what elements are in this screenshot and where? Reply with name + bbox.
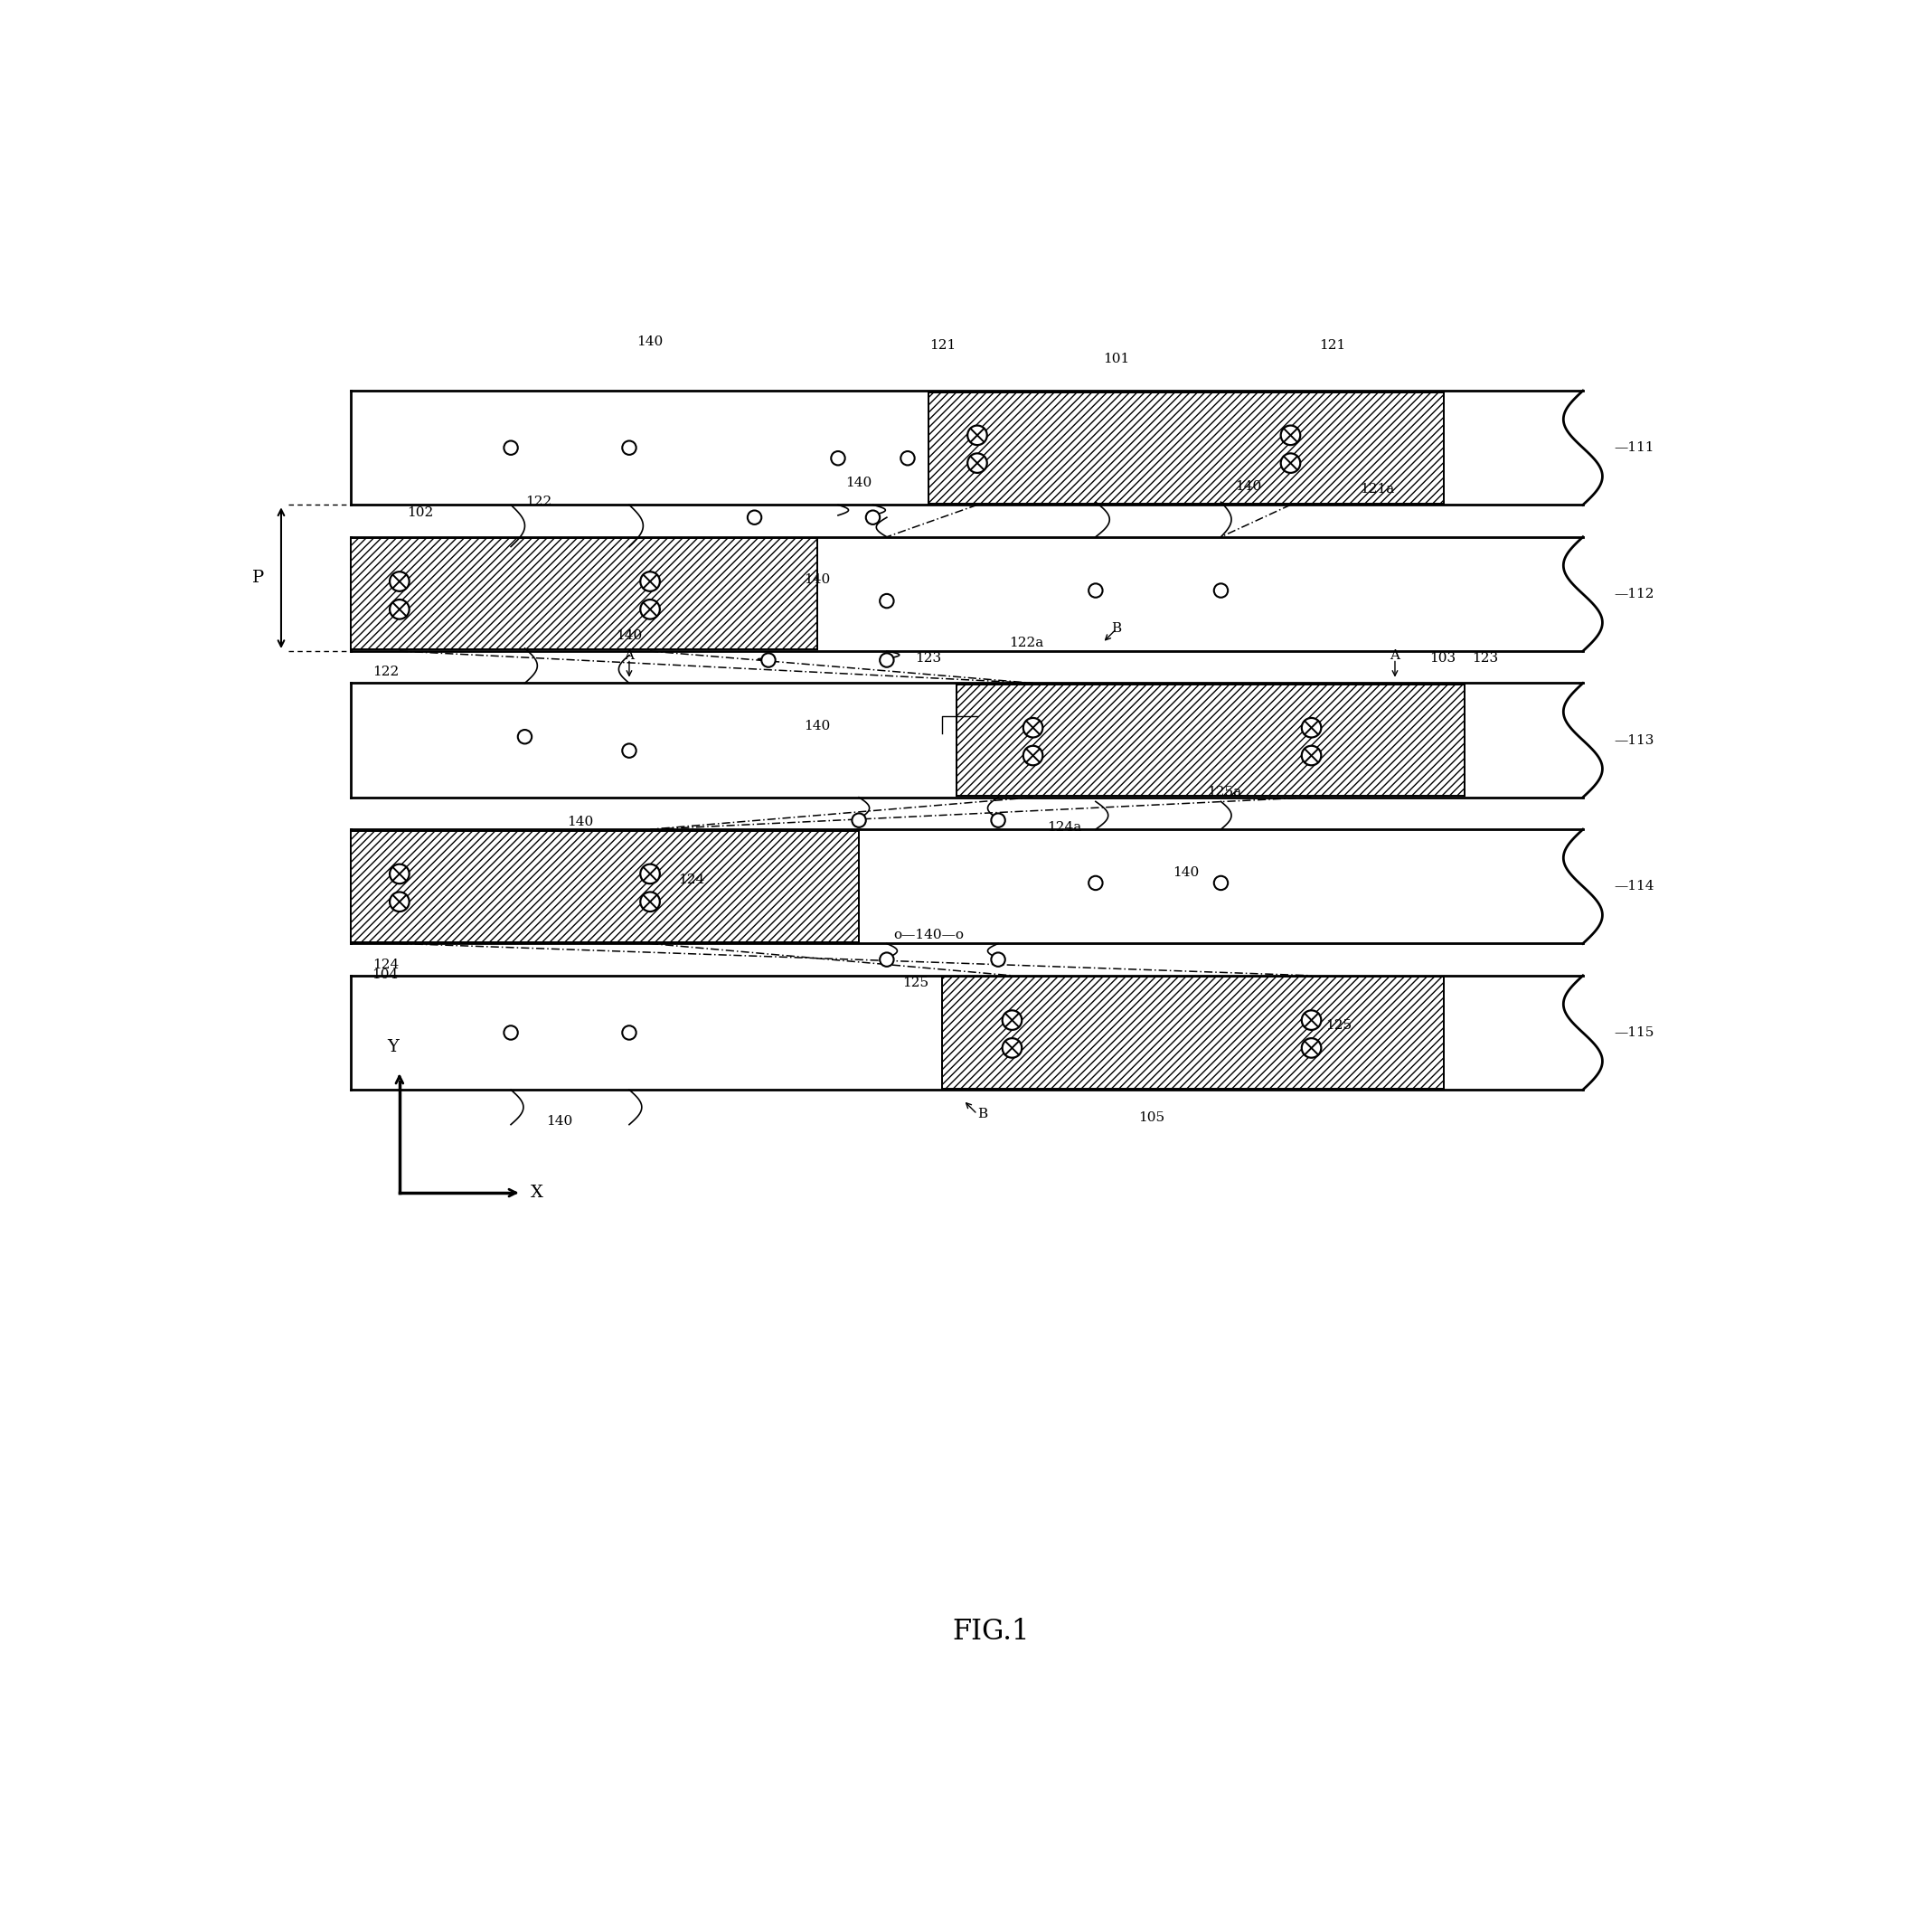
Circle shape xyxy=(1003,1039,1022,1058)
Text: 121a: 121a xyxy=(1360,484,1395,495)
Circle shape xyxy=(622,744,636,757)
Text: —113: —113 xyxy=(1615,734,1654,746)
Circle shape xyxy=(390,599,410,619)
Circle shape xyxy=(991,952,1005,967)
Text: 125: 125 xyxy=(1325,1019,1352,1033)
Circle shape xyxy=(879,653,895,667)
Text: 125a: 125a xyxy=(1208,786,1242,800)
Text: —114: —114 xyxy=(1615,881,1654,892)
Circle shape xyxy=(622,1025,636,1041)
Bar xyxy=(352,538,817,649)
Text: P: P xyxy=(251,570,265,586)
Text: 140: 140 xyxy=(804,721,831,732)
Bar xyxy=(929,391,1443,503)
Circle shape xyxy=(518,730,531,744)
Text: B: B xyxy=(1111,622,1122,636)
Text: 124: 124 xyxy=(373,958,398,971)
Bar xyxy=(352,391,1582,505)
Text: —115: —115 xyxy=(1615,1027,1654,1039)
Circle shape xyxy=(761,653,775,667)
Text: 140: 140 xyxy=(1173,867,1200,879)
Text: —111: —111 xyxy=(1615,441,1654,455)
Circle shape xyxy=(504,441,518,455)
Bar xyxy=(1582,534,1617,655)
Bar xyxy=(1582,827,1617,946)
Circle shape xyxy=(639,892,661,911)
Text: o—140—o: o—140—o xyxy=(893,929,964,942)
Text: 121: 121 xyxy=(1320,339,1345,353)
Circle shape xyxy=(1302,719,1321,738)
Circle shape xyxy=(748,511,761,524)
Text: 125: 125 xyxy=(902,977,929,989)
Circle shape xyxy=(968,453,987,472)
Bar xyxy=(1582,680,1617,802)
Circle shape xyxy=(1213,877,1229,890)
Circle shape xyxy=(879,952,895,967)
Text: 124: 124 xyxy=(678,873,705,886)
Bar xyxy=(943,977,1443,1089)
Text: 123: 123 xyxy=(916,653,941,665)
Circle shape xyxy=(639,599,661,619)
Circle shape xyxy=(1088,584,1103,597)
Circle shape xyxy=(1213,584,1229,597)
Text: FIG.1: FIG.1 xyxy=(952,1617,1030,1646)
Text: 122a: 122a xyxy=(1009,636,1043,649)
Text: A: A xyxy=(624,649,634,661)
Circle shape xyxy=(900,451,914,464)
Text: 104: 104 xyxy=(371,969,398,981)
Circle shape xyxy=(1281,426,1300,445)
Text: —112: —112 xyxy=(1615,588,1654,601)
Text: 102: 102 xyxy=(408,507,433,518)
Circle shape xyxy=(831,451,844,464)
Circle shape xyxy=(1024,719,1043,738)
Text: 140: 140 xyxy=(804,574,831,586)
Circle shape xyxy=(390,572,410,592)
Text: 140: 140 xyxy=(568,815,593,829)
Text: 105: 105 xyxy=(1138,1112,1165,1123)
Bar xyxy=(352,684,1582,798)
Circle shape xyxy=(852,813,866,827)
Text: 140: 140 xyxy=(1235,480,1262,493)
Text: 103: 103 xyxy=(1430,653,1457,665)
Bar xyxy=(352,829,1582,944)
Circle shape xyxy=(639,572,661,592)
Circle shape xyxy=(1088,877,1103,890)
Text: 140: 140 xyxy=(846,476,871,489)
Text: 123: 123 xyxy=(1472,653,1497,665)
Text: 140: 140 xyxy=(638,335,663,349)
Bar xyxy=(352,831,860,942)
Circle shape xyxy=(1302,746,1321,765)
Circle shape xyxy=(968,426,987,445)
Circle shape xyxy=(1302,1039,1321,1058)
Circle shape xyxy=(639,863,661,884)
Text: Y: Y xyxy=(386,1039,398,1054)
Text: 140: 140 xyxy=(547,1114,572,1127)
Circle shape xyxy=(879,594,895,607)
Text: 121: 121 xyxy=(929,339,956,353)
Text: X: X xyxy=(531,1185,543,1201)
Circle shape xyxy=(504,1025,518,1041)
Circle shape xyxy=(1302,1010,1321,1029)
Circle shape xyxy=(390,892,410,911)
Bar xyxy=(352,975,1582,1091)
Text: A: A xyxy=(1389,649,1401,661)
Text: 124a: 124a xyxy=(1047,821,1082,834)
Circle shape xyxy=(390,863,410,884)
Circle shape xyxy=(1003,1010,1022,1029)
Circle shape xyxy=(991,813,1005,827)
Bar xyxy=(956,684,1464,796)
Text: 140: 140 xyxy=(616,630,643,642)
Bar xyxy=(1582,971,1617,1093)
Text: 101: 101 xyxy=(1103,353,1130,366)
Circle shape xyxy=(1024,746,1043,765)
Circle shape xyxy=(622,441,636,455)
Circle shape xyxy=(866,511,879,524)
Text: 122: 122 xyxy=(373,665,398,678)
Text: B: B xyxy=(978,1108,987,1120)
Circle shape xyxy=(1281,453,1300,472)
Bar xyxy=(1582,387,1617,509)
Text: 122: 122 xyxy=(526,495,553,509)
Bar xyxy=(352,538,1582,651)
